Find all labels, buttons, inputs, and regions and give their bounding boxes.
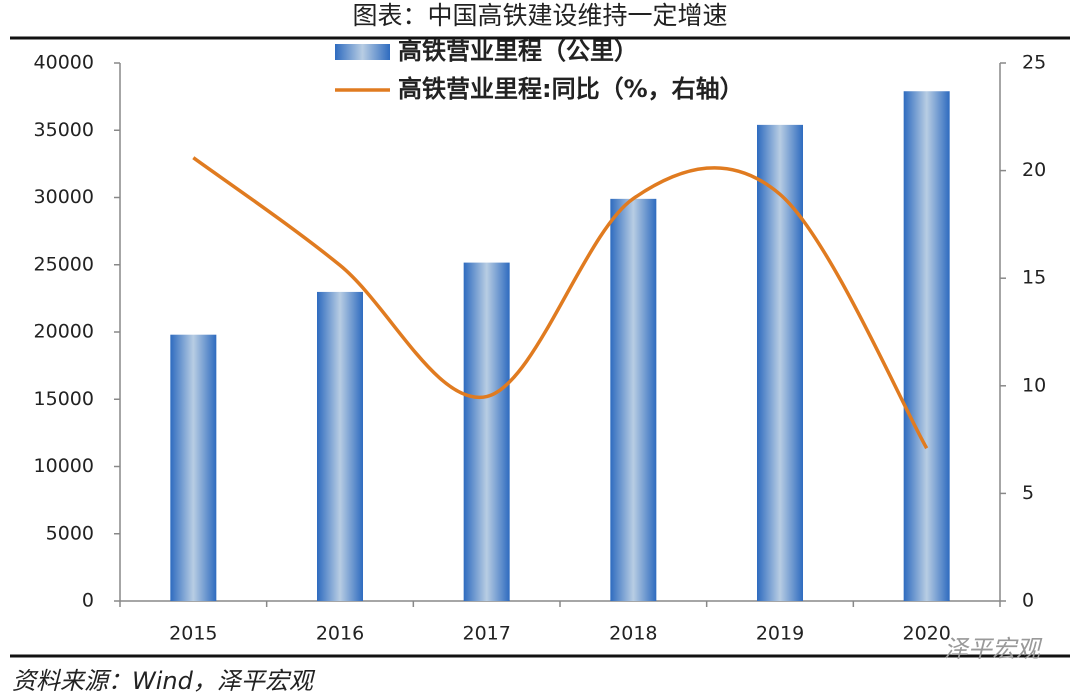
bar xyxy=(903,91,950,602)
y-tick-label: 35000 xyxy=(34,119,94,141)
y-tick-label: 15000 xyxy=(34,388,94,410)
y-tick-label: 25000 xyxy=(34,253,94,275)
legend-label: 高铁营业里程:同比（%，右轴） xyxy=(398,75,744,103)
legend-label: 高铁营业里程（公里） xyxy=(398,37,638,65)
y-tick-label: 0 xyxy=(82,590,94,612)
source: 资料来源：Wind，泽平宏观 xyxy=(12,667,316,695)
bar xyxy=(317,291,363,601)
y2-tick-label: 20 xyxy=(1022,159,1046,181)
y-tick-label: 20000 xyxy=(34,321,94,343)
x-tick-label: 2015 xyxy=(169,623,217,645)
x-tick-label: 2016 xyxy=(316,623,364,645)
x-tick-label: 2018 xyxy=(609,623,657,645)
bar xyxy=(170,334,217,601)
y-tick-label: 10000 xyxy=(34,455,94,477)
watermark: 泽平宏观 xyxy=(944,635,1043,663)
x-tick-label: 2017 xyxy=(462,623,510,645)
x-tick-label: 2020 xyxy=(902,623,950,645)
bar xyxy=(610,198,657,601)
bar xyxy=(757,124,803,602)
y-tick-label: 40000 xyxy=(34,52,94,74)
y2-tick-label: 15 xyxy=(1022,267,1046,289)
x-tick-label: 2019 xyxy=(756,623,804,645)
y-tick-label: 5000 xyxy=(46,522,94,544)
legend-swatch xyxy=(335,44,390,60)
line-series xyxy=(192,156,929,450)
y2-tick-label: 25 xyxy=(1022,52,1046,74)
y2-tick-label: 0 xyxy=(1022,590,1034,612)
y2-tick-label: 5 xyxy=(1022,482,1034,504)
y2-tick-label: 10 xyxy=(1022,374,1046,396)
y-tick-label: 30000 xyxy=(34,186,94,208)
bar xyxy=(463,262,510,601)
chart-title: 图表：中国高铁建设维持一定增速 xyxy=(352,1,727,30)
